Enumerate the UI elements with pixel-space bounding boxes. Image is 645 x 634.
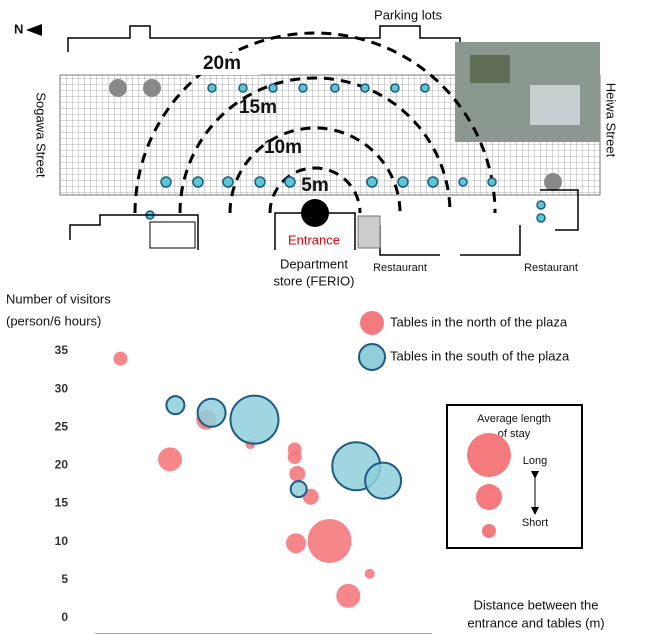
x-axis-title: Distance between the bbox=[473, 597, 598, 612]
store-label: store (FERIO) bbox=[274, 273, 355, 288]
bubble bbox=[229, 394, 280, 445]
buildings bbox=[69, 189, 579, 256]
size-legend-title: Average length bbox=[477, 413, 551, 425]
bubble bbox=[287, 450, 302, 465]
y-axis-title: (person/6 hours) bbox=[6, 313, 101, 328]
bubble bbox=[364, 568, 375, 579]
distance-rings bbox=[133, 31, 497, 214]
bubble bbox=[307, 518, 352, 563]
size-legend-box bbox=[446, 404, 583, 549]
y-tick-label: 5 bbox=[61, 572, 68, 586]
restaurant-label: Restaurant bbox=[373, 262, 427, 274]
bubble bbox=[364, 461, 403, 500]
bubble bbox=[286, 533, 306, 554]
y-tick-label: 0 bbox=[61, 610, 68, 624]
tables bbox=[145, 83, 546, 223]
bubble bbox=[158, 447, 183, 472]
y-tick-label: 30 bbox=[55, 381, 69, 395]
ring-label: 15m bbox=[239, 97, 277, 118]
entrance-marker bbox=[301, 199, 329, 227]
north-wall bbox=[67, 25, 461, 52]
north-label: N bbox=[14, 21, 23, 36]
chart: Number of visitors (person/6 hours) Dist… bbox=[6, 291, 605, 634]
y-tick-label: 35 bbox=[55, 343, 69, 357]
street-label: Sogawa Street bbox=[34, 92, 49, 178]
legend-label: Tables in the north of the plaza bbox=[390, 314, 568, 329]
store-label: Department bbox=[280, 256, 348, 271]
y-tick-label: 10 bbox=[55, 534, 69, 548]
size-legend-title: of stay bbox=[498, 428, 531, 440]
legend-label: Tables in the south of the plaza bbox=[390, 348, 570, 363]
bubble bbox=[289, 480, 308, 499]
legend-swatch bbox=[360, 311, 384, 335]
north-arrow bbox=[26, 24, 42, 36]
bubble bbox=[165, 395, 186, 416]
size-legend-short: Short bbox=[522, 517, 548, 529]
ring-label: 20m bbox=[203, 53, 241, 74]
bubble bbox=[336, 583, 361, 608]
y-axis-title: Number of visitors bbox=[6, 291, 111, 306]
bubble bbox=[289, 465, 306, 482]
ring-label: 10m bbox=[264, 137, 302, 158]
restaurant-label: Restaurant bbox=[524, 262, 578, 274]
site-map: N Parking lots 20m 15m 10m 5m Sogawa Str… bbox=[14, 7, 619, 288]
y-tick-label: 20 bbox=[55, 458, 69, 472]
ring-label: 5m bbox=[301, 175, 328, 196]
legend-swatch bbox=[358, 343, 386, 371]
bubble bbox=[196, 397, 227, 428]
parking-label: Parking lots bbox=[374, 7, 442, 22]
y-tick-label: 25 bbox=[55, 419, 69, 433]
street-label: Heiwa Street bbox=[604, 83, 619, 158]
bubble bbox=[113, 351, 128, 366]
x-axis-title: entrance and tables (m) bbox=[467, 615, 604, 630]
entrance-label: Entrance bbox=[288, 232, 340, 247]
size-legend-long: Long bbox=[523, 455, 547, 467]
y-tick-label: 15 bbox=[55, 496, 69, 510]
